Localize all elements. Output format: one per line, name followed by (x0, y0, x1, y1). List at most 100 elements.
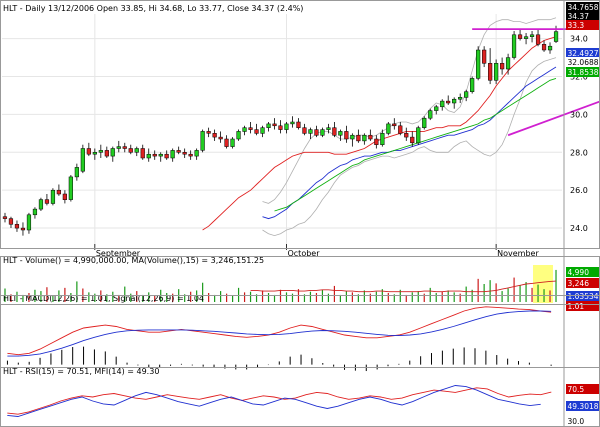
candle-body (464, 91, 469, 98)
candlesticks (2, 25, 559, 236)
candle-body (440, 100, 445, 108)
rsi-panel: 70.5 49.3018 30.0 HLT - RSI(15) = 70.51, M… (3, 367, 600, 426)
rsi-series-line (7, 385, 541, 417)
price-tag: 34.7658 (568, 3, 599, 12)
candle-body (146, 153, 151, 159)
candle-body (302, 127, 307, 134)
candle-body (176, 150, 181, 153)
candle-body (332, 127, 337, 136)
price-tag: 31.8538 (568, 68, 599, 77)
candle-body (98, 150, 103, 153)
macd-lines (7, 306, 552, 357)
macd-axis-labels: 1.011.03534 (566, 291, 600, 311)
candle-body (194, 150, 199, 157)
candle-body (128, 148, 133, 153)
macd-series-line (7, 306, 552, 356)
candle-body (488, 63, 493, 81)
rsi-tag-bg (566, 384, 600, 394)
candle-body (446, 100, 451, 104)
volume-ma (250, 280, 557, 293)
candle-body (14, 224, 20, 229)
price-y-ticks: 24.0 26.0 28.0 30.0 32.0 34.0 (570, 35, 588, 233)
price-tag-bg (566, 57, 600, 67)
candle-body (38, 199, 44, 210)
volume-bars (4, 269, 557, 302)
candle-body (500, 63, 505, 70)
candle-body (200, 131, 205, 151)
candle-body (386, 123, 391, 134)
candle-body (68, 176, 73, 200)
candle-body (458, 97, 463, 100)
candle-body (290, 121, 295, 125)
price-tag: 33.3 (568, 21, 585, 30)
candle-body (110, 148, 115, 157)
candle-body (356, 134, 361, 142)
candle-body (434, 106, 439, 111)
macd-tag: 1.01 (568, 302, 585, 311)
candle-body (476, 49, 481, 79)
candle-body (80, 148, 85, 172)
candle-body (26, 214, 32, 231)
candle-body (74, 167, 79, 178)
candle-body (134, 148, 139, 153)
candle-body (523, 36, 529, 39)
candle-body (553, 31, 559, 42)
candle-body (505, 57, 511, 70)
candle-body (422, 117, 427, 128)
candle-body (248, 127, 253, 130)
candle-body (62, 193, 67, 200)
candle-body (338, 131, 343, 136)
bollinger-bands (262, 17, 557, 237)
rsi-panel-title: HLT - RSI(15) = 70.51, MFI(14) = 49.30 (3, 367, 159, 376)
candle-body (2, 216, 8, 219)
candle-body (392, 123, 397, 127)
candle-body (314, 129, 319, 136)
panel-frame (0, 295, 600, 368)
volume-tag-bg (566, 278, 600, 288)
moving-average-line (274, 77, 557, 212)
volume-ma-line (250, 280, 557, 293)
rsi-tag: 70.5 (568, 385, 585, 394)
price-panel: 24.0 26.0 28.0 30.0 32.0 34.0 34.765834.3733.… (0, 0, 600, 248)
candle-body (260, 127, 265, 134)
candle-body (104, 150, 109, 157)
candle-body (278, 125, 283, 130)
volume-tag-bg (566, 267, 600, 277)
rsi-axis-labels: 70.5 49.3018 30.0 (566, 384, 600, 426)
candle-body (170, 150, 175, 159)
candle-body (452, 98, 457, 104)
price-y-tick-label: 28.0 (570, 148, 588, 157)
candle-body (374, 138, 379, 145)
macd-panel-title: HLT - MACD(12,26) = 1.01, Signal(12,26,9… (3, 294, 204, 303)
candle-body (535, 34, 541, 45)
candle-body (482, 49, 487, 64)
trend-lines (472, 28, 600, 137)
rsi-mfi-lines (7, 385, 552, 417)
rsi-tag: 49.3018 (568, 402, 599, 411)
candle-body (398, 125, 403, 134)
candle-body (92, 152, 97, 155)
bollinger-upper-line (262, 17, 557, 204)
candle-body (140, 148, 145, 159)
candle-body (152, 153, 157, 157)
rsi-tag-bg (566, 401, 600, 411)
price-tag-bg (566, 20, 600, 30)
price-y-tick-label: 32.0 (570, 73, 588, 82)
candle-body (308, 129, 313, 134)
macd-tag-bg (566, 301, 600, 311)
candle-body (416, 127, 421, 144)
candle-body (116, 146, 121, 149)
candle-body (182, 152, 187, 155)
candle-body (272, 123, 277, 127)
price-y-tick-label: 24.0 (570, 224, 588, 233)
candle-body (230, 138, 235, 147)
candle-body (404, 133, 409, 138)
volume-tag: 3,246 (568, 279, 590, 288)
candle-body (206, 131, 211, 134)
candle-body (344, 131, 349, 140)
candle-body (212, 133, 217, 138)
candle-body (56, 189, 61, 195)
candle-body (8, 218, 14, 225)
volume-panel: 4,990 3,246 HLT - Volume() = 4,990,000.00… (3, 256, 600, 303)
candle-body (158, 153, 163, 157)
